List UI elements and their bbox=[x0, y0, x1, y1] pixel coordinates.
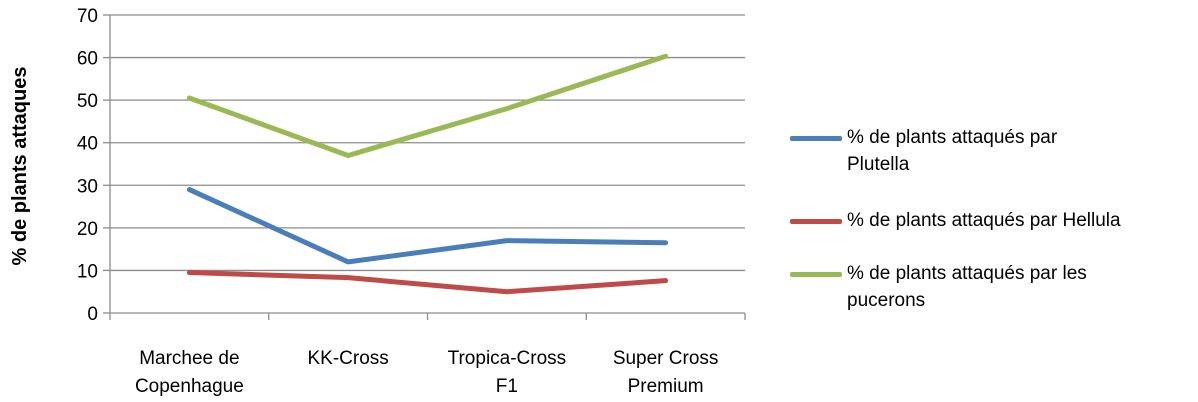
x-tick-label: Marchee de Copenhague bbox=[135, 348, 244, 397]
x-tick-label: Tropica-Cross F1 bbox=[448, 348, 567, 397]
legend-swatch-plutella bbox=[790, 136, 842, 141]
legend-swatch-hellula bbox=[790, 219, 842, 224]
series-line-1 bbox=[186, 270, 669, 295]
series-line-0 bbox=[186, 187, 669, 265]
x-tick-label: KK-Cross bbox=[307, 348, 388, 369]
line-chart: 0 10 20 30 40 50 60 70 Marchee de Copenhague KK-C… bbox=[9, 6, 746, 397]
gridlines bbox=[110, 14, 745, 272]
y-axis-label: % de plants attaques bbox=[9, 67, 31, 266]
x-tick-labels: Marchee de Copenhague KK-Cross Tropica-Cros… bbox=[135, 348, 718, 397]
y-tick-label: 20 bbox=[77, 219, 98, 240]
legend-label-plutella: % de plants attaqués par Plutella bbox=[847, 127, 1058, 175]
y-tick-label: 30 bbox=[77, 176, 98, 197]
y-tick-label: 10 bbox=[77, 261, 98, 282]
y-tick-label: 70 bbox=[77, 6, 98, 27]
series-line-2 bbox=[186, 53, 669, 158]
y-tick-label: 50 bbox=[77, 91, 98, 112]
legend: % de plants attaqués par Plutella % de p… bbox=[790, 0, 1198, 402]
legend-label-pucerons: % de plants attaqués par les pucerons bbox=[847, 263, 1087, 311]
series-lines bbox=[186, 53, 669, 295]
y-tick-label: 60 bbox=[77, 49, 98, 70]
y-tick-label: 40 bbox=[77, 134, 98, 155]
x-tick-label: Super Cross Premium bbox=[613, 348, 719, 397]
legend-swatch-pucerons bbox=[790, 272, 842, 277]
legend-label-hellula: % de plants attaqués par Hellula bbox=[847, 210, 1121, 231]
axes bbox=[103, 14, 746, 320]
y-tick-label: 0 bbox=[87, 304, 98, 325]
y-tick-labels: 0 10 20 30 40 50 60 70 bbox=[77, 6, 98, 325]
